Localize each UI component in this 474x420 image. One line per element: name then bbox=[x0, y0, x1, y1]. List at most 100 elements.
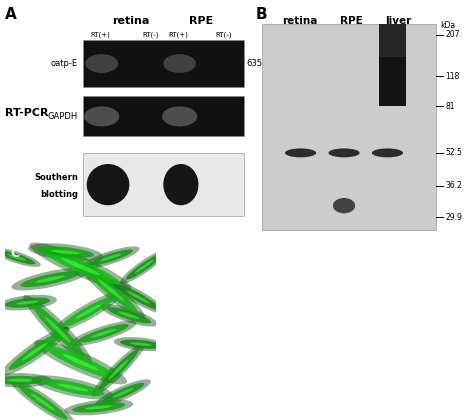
Ellipse shape bbox=[95, 379, 151, 407]
Ellipse shape bbox=[0, 376, 44, 385]
Text: liver: liver bbox=[385, 16, 411, 26]
Ellipse shape bbox=[163, 54, 196, 73]
Ellipse shape bbox=[100, 254, 122, 261]
Ellipse shape bbox=[86, 405, 112, 410]
Ellipse shape bbox=[8, 254, 26, 261]
Ellipse shape bbox=[28, 243, 103, 261]
Ellipse shape bbox=[120, 249, 168, 284]
Text: 29.9: 29.9 bbox=[445, 213, 462, 221]
Text: kDa: kDa bbox=[441, 21, 456, 30]
Ellipse shape bbox=[16, 301, 39, 304]
Ellipse shape bbox=[18, 384, 68, 420]
Bar bbox=[379, 24, 406, 57]
Text: RT(-): RT(-) bbox=[143, 32, 159, 38]
Bar bbox=[379, 24, 406, 106]
Ellipse shape bbox=[0, 251, 35, 264]
Ellipse shape bbox=[107, 307, 151, 323]
Ellipse shape bbox=[116, 284, 160, 310]
Bar bbox=[83, 153, 244, 216]
Text: RPE: RPE bbox=[340, 16, 363, 26]
Ellipse shape bbox=[333, 198, 355, 213]
Text: 207: 207 bbox=[445, 30, 459, 39]
Ellipse shape bbox=[22, 342, 48, 360]
Ellipse shape bbox=[131, 342, 152, 346]
Text: RPE: RPE bbox=[189, 16, 213, 26]
Text: 118: 118 bbox=[445, 72, 459, 81]
Ellipse shape bbox=[24, 295, 92, 365]
Text: C: C bbox=[11, 247, 20, 260]
Ellipse shape bbox=[11, 268, 89, 291]
Text: blotting: blotting bbox=[40, 190, 78, 199]
Ellipse shape bbox=[98, 349, 139, 390]
Ellipse shape bbox=[78, 324, 129, 343]
Ellipse shape bbox=[73, 402, 125, 412]
Text: B: B bbox=[255, 7, 267, 22]
Text: A: A bbox=[5, 7, 17, 22]
Ellipse shape bbox=[114, 337, 169, 351]
Ellipse shape bbox=[62, 297, 114, 327]
Text: Southern: Southern bbox=[34, 173, 78, 181]
Ellipse shape bbox=[82, 247, 139, 268]
Ellipse shape bbox=[0, 373, 52, 388]
Ellipse shape bbox=[8, 379, 32, 382]
Text: retina: retina bbox=[112, 16, 149, 26]
Ellipse shape bbox=[328, 148, 360, 158]
Ellipse shape bbox=[112, 388, 134, 398]
Ellipse shape bbox=[285, 148, 316, 158]
Ellipse shape bbox=[75, 304, 101, 319]
Ellipse shape bbox=[127, 291, 149, 304]
Ellipse shape bbox=[29, 242, 132, 291]
Ellipse shape bbox=[57, 384, 89, 391]
Ellipse shape bbox=[63, 354, 99, 370]
Text: 52.5: 52.5 bbox=[445, 148, 462, 158]
Ellipse shape bbox=[45, 346, 116, 379]
Text: GAPDH: GAPDH bbox=[47, 112, 78, 121]
Ellipse shape bbox=[0, 295, 57, 310]
Text: RT(+): RT(+) bbox=[168, 32, 188, 38]
Ellipse shape bbox=[10, 378, 75, 420]
Text: 635bp: 635bp bbox=[246, 59, 273, 68]
Ellipse shape bbox=[135, 260, 154, 273]
Text: D: D bbox=[167, 247, 177, 260]
Text: retina: retina bbox=[283, 16, 318, 26]
Ellipse shape bbox=[30, 393, 55, 411]
Bar bbox=[262, 24, 436, 231]
Ellipse shape bbox=[100, 304, 158, 327]
Text: RT(+): RT(+) bbox=[91, 32, 110, 38]
Text: 81: 81 bbox=[445, 102, 455, 111]
Ellipse shape bbox=[126, 253, 163, 280]
Ellipse shape bbox=[42, 379, 104, 396]
Text: 36.2: 36.2 bbox=[445, 181, 462, 191]
Ellipse shape bbox=[372, 148, 403, 158]
Text: RT-PCR: RT-PCR bbox=[5, 108, 48, 118]
Ellipse shape bbox=[89, 249, 133, 265]
Ellipse shape bbox=[36, 246, 94, 258]
Ellipse shape bbox=[5, 297, 50, 308]
Ellipse shape bbox=[51, 250, 80, 255]
Ellipse shape bbox=[1, 327, 69, 376]
Ellipse shape bbox=[98, 279, 124, 301]
Text: E: E bbox=[324, 247, 332, 260]
Ellipse shape bbox=[35, 276, 65, 283]
Text: oatp-E: oatp-E bbox=[51, 59, 78, 68]
Ellipse shape bbox=[91, 329, 116, 338]
Ellipse shape bbox=[87, 164, 129, 205]
Ellipse shape bbox=[101, 383, 145, 403]
Ellipse shape bbox=[54, 291, 122, 332]
Bar bbox=[83, 40, 244, 87]
Ellipse shape bbox=[85, 54, 118, 73]
Ellipse shape bbox=[118, 312, 140, 319]
Ellipse shape bbox=[9, 333, 62, 370]
Bar bbox=[83, 97, 244, 136]
Ellipse shape bbox=[41, 249, 120, 284]
Ellipse shape bbox=[162, 106, 197, 126]
Ellipse shape bbox=[77, 261, 145, 319]
Ellipse shape bbox=[108, 359, 129, 380]
Ellipse shape bbox=[70, 320, 137, 346]
Text: RT(-): RT(-) bbox=[215, 32, 232, 38]
Ellipse shape bbox=[32, 375, 114, 399]
Ellipse shape bbox=[92, 342, 145, 396]
Ellipse shape bbox=[84, 106, 119, 126]
Ellipse shape bbox=[61, 258, 100, 275]
Ellipse shape bbox=[64, 399, 133, 415]
